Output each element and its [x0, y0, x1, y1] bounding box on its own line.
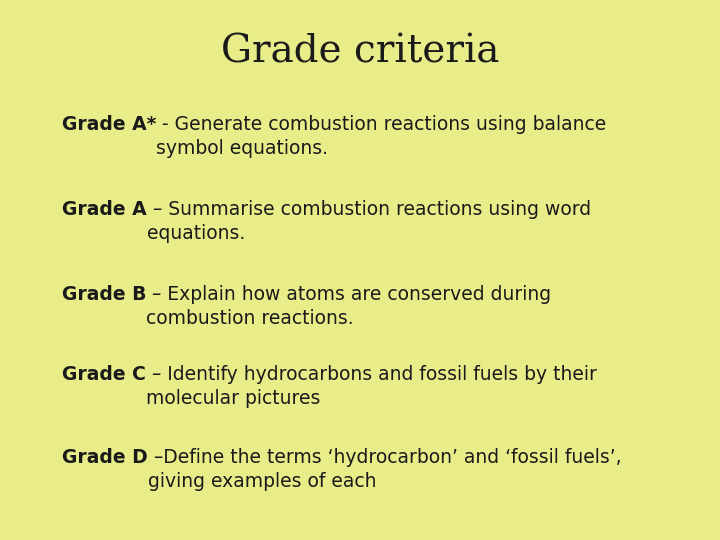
Text: - Generate combustion reactions using balance
symbol equations.: - Generate combustion reactions using ba… [156, 115, 607, 158]
Text: Grade A*: Grade A* [62, 115, 156, 134]
Text: – Identify hydrocarbons and fossil fuels by their
molecular pictures: – Identify hydrocarbons and fossil fuels… [146, 365, 597, 408]
Text: Grade D: Grade D [62, 448, 148, 467]
Text: – Explain how atoms are conserved during
combustion reactions.: – Explain how atoms are conserved during… [146, 285, 552, 328]
Text: Grade A: Grade A [62, 200, 147, 219]
Text: Grade C: Grade C [62, 365, 146, 384]
Text: – Summarise combustion reactions using word
equations.: – Summarise combustion reactions using w… [147, 200, 590, 243]
Text: Grade criteria: Grade criteria [221, 33, 499, 71]
Text: –Define the terms ‘hydrocarbon’ and ‘fossil fuels’,
giving examples of each: –Define the terms ‘hydrocarbon’ and ‘fos… [148, 448, 621, 491]
Text: Grade B: Grade B [62, 285, 146, 304]
